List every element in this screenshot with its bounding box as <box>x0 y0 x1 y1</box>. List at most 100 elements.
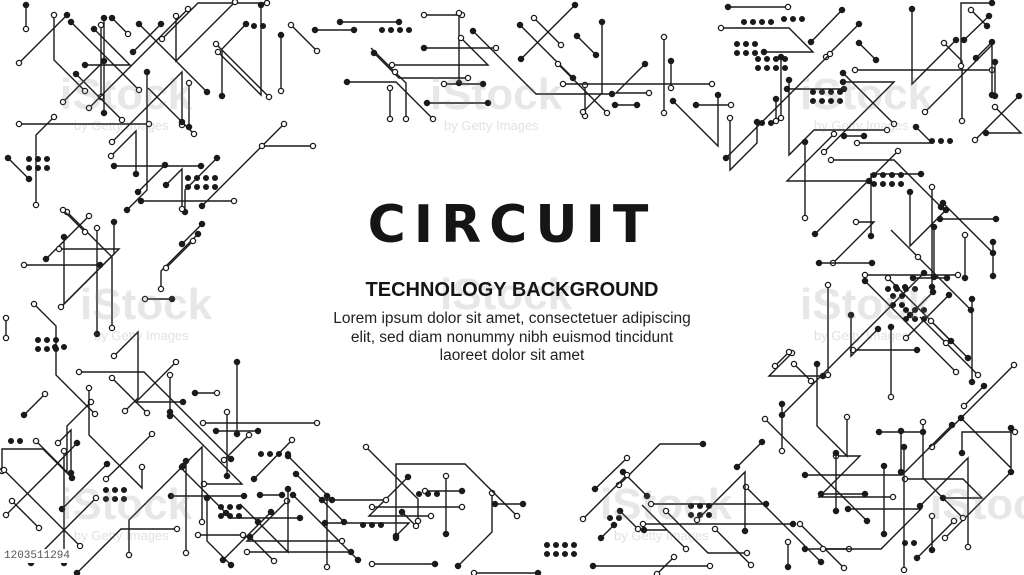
via-pad <box>660 109 668 117</box>
via-pad <box>819 545 827 553</box>
via-pad <box>777 114 785 122</box>
via-pad <box>743 549 751 557</box>
solder-pad <box>100 57 108 65</box>
circuit-trace <box>850 315 879 358</box>
solder-pad <box>606 514 614 522</box>
via-pad <box>15 120 23 128</box>
solder-pad <box>884 285 892 293</box>
circuit-trace <box>916 520 955 559</box>
via-pad <box>214 48 222 56</box>
solder-pad <box>254 427 262 435</box>
solder-pad <box>256 491 264 499</box>
circuit-trace <box>576 35 597 56</box>
via-pad <box>15 59 23 67</box>
via-pad <box>166 371 174 379</box>
solder-pad <box>73 439 81 447</box>
solder-pad <box>103 460 111 468</box>
solder-pad <box>913 554 921 562</box>
solder-pad <box>311 26 319 34</box>
solder-pad <box>34 164 42 172</box>
via-pad <box>940 39 948 47</box>
via-pad <box>107 152 115 160</box>
circuit-trace <box>132 23 162 53</box>
via-pad <box>172 12 180 20</box>
solder-pad <box>16 437 24 445</box>
solder-pad <box>818 97 826 105</box>
via-pad <box>118 116 126 124</box>
solder-pad <box>839 78 847 86</box>
circuit-trace <box>249 536 275 562</box>
solder-pad <box>967 306 975 314</box>
solder-pad <box>964 354 972 362</box>
circuit-trace <box>961 431 1015 453</box>
solder-pad <box>897 180 905 188</box>
solder-pad <box>781 55 789 63</box>
solder-pad <box>102 495 110 503</box>
circuit-trace <box>944 471 1012 539</box>
circuit-trace <box>870 173 921 236</box>
solder-pad <box>135 20 143 28</box>
via-pad <box>442 472 450 480</box>
via-pad <box>954 271 962 279</box>
solder-pad <box>758 18 766 26</box>
solder-pad <box>543 541 551 549</box>
solder-pad <box>178 240 186 248</box>
solder-pad <box>902 315 910 323</box>
circuit-trace <box>287 455 333 501</box>
solder-pad <box>1007 468 1015 476</box>
solder-pad <box>917 170 925 178</box>
via-pad <box>693 516 701 524</box>
solder-pad <box>168 295 176 303</box>
solder-pad <box>778 400 786 408</box>
solder-pad <box>872 56 880 64</box>
via-pad <box>270 557 278 565</box>
solder-pad <box>277 31 285 39</box>
circuit-trace <box>858 42 877 61</box>
circuit-trace <box>128 465 184 555</box>
via-pad <box>57 303 65 311</box>
solder-pad <box>289 491 297 499</box>
solder-pad <box>992 215 1000 223</box>
solder-pad <box>517 55 525 63</box>
solder-pad <box>616 507 624 515</box>
via-pad <box>287 21 295 29</box>
solder-pad <box>573 32 581 40</box>
solder-pad <box>916 502 924 510</box>
solder-pad <box>347 548 355 556</box>
via-pad <box>199 419 207 427</box>
via-pad <box>957 62 965 70</box>
circuit-trace <box>943 42 963 121</box>
circuit-trace <box>905 294 950 339</box>
via-pad <box>0 466 8 474</box>
via-pad <box>323 563 331 571</box>
circuit-trace <box>75 73 123 121</box>
via-pad <box>141 295 149 303</box>
via-pad <box>108 324 116 332</box>
solder-pad <box>191 389 199 397</box>
solder-pad <box>811 230 819 238</box>
solder-pad <box>67 18 75 26</box>
solder-pad <box>844 505 852 513</box>
solder-pad <box>197 162 205 170</box>
solder-pad <box>836 97 844 105</box>
page-title: CIRCUIT <box>367 195 657 255</box>
solder-pad <box>945 291 953 299</box>
solder-pad <box>442 530 450 538</box>
solder-pad <box>250 475 258 483</box>
solder-pad <box>552 550 560 558</box>
circuit-trace <box>53 15 86 92</box>
solder-pad <box>989 249 997 257</box>
solder-pad <box>81 61 89 69</box>
solder-pad <box>534 569 542 575</box>
solder-pad <box>909 274 917 282</box>
circuit-trace <box>911 9 957 86</box>
via-pad <box>102 475 110 483</box>
solder-pad <box>913 346 921 354</box>
solder-pad <box>219 556 227 564</box>
solder-pad <box>968 295 976 303</box>
solder-pad <box>643 492 651 500</box>
solder-pad <box>167 492 175 500</box>
circuit-trace <box>764 418 868 522</box>
solder-pad <box>980 382 988 390</box>
solder-pad <box>100 109 108 117</box>
